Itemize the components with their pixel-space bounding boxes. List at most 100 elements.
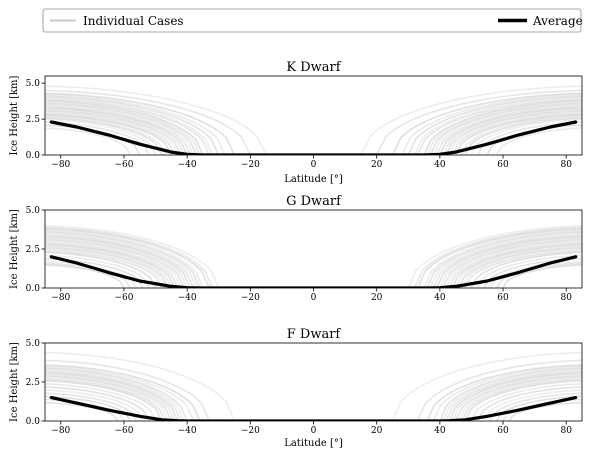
individual-case-line bbox=[470, 251, 582, 288]
individual-case-line bbox=[426, 364, 582, 421]
individual-case-line bbox=[45, 392, 138, 421]
individual-case-line bbox=[416, 98, 582, 155]
x-tick-label: −60 bbox=[114, 293, 133, 303]
x-tick-label: −20 bbox=[241, 160, 260, 170]
x-tick-label: −40 bbox=[178, 160, 197, 170]
individual-case-line bbox=[45, 117, 163, 155]
g-dwarf-title: G Dwarf bbox=[286, 194, 342, 209]
individual-case-line bbox=[454, 245, 582, 288]
x-tick-label: 60 bbox=[497, 293, 509, 303]
average-line bbox=[49, 255, 578, 288]
individual-case-line bbox=[45, 367, 188, 421]
individual-case-line bbox=[45, 121, 150, 155]
individual-case-line bbox=[470, 118, 582, 155]
individual-case-line bbox=[413, 226, 582, 288]
individual-case-line bbox=[360, 85, 582, 155]
individual-case-line bbox=[45, 127, 132, 155]
individual-case-line bbox=[432, 365, 582, 421]
individual-case-line bbox=[432, 104, 582, 155]
individual-case-line bbox=[407, 95, 582, 155]
individual-case-line bbox=[45, 375, 173, 421]
individual-case-line bbox=[45, 231, 201, 288]
individual-case-line bbox=[458, 246, 582, 288]
individual-case-line bbox=[429, 232, 582, 288]
individual-case-line bbox=[45, 95, 220, 155]
individual-case-line bbox=[45, 245, 173, 288]
x-tick-label: 80 bbox=[560, 160, 572, 170]
individual-case-line bbox=[489, 392, 582, 421]
x-tick-label: −60 bbox=[114, 160, 133, 170]
x-tick-label: −40 bbox=[178, 426, 197, 436]
x-tick-label: 0 bbox=[311, 293, 317, 303]
individual-case-line bbox=[477, 254, 582, 288]
individual-case-line bbox=[45, 109, 182, 155]
individual-case-line bbox=[45, 99, 204, 155]
individual-case-line bbox=[426, 101, 582, 155]
individual-case-line bbox=[45, 226, 214, 288]
x-tick-label: 80 bbox=[560, 426, 572, 436]
individual-case-line bbox=[45, 386, 150, 421]
individual-case-line bbox=[454, 114, 582, 155]
individual-case-line bbox=[45, 239, 185, 288]
individual-case-line bbox=[45, 105, 192, 155]
individual-case-line bbox=[423, 99, 582, 155]
k-dwarf-x-axis-label: Latitude [°] bbox=[284, 174, 343, 185]
individual-case-line bbox=[45, 250, 163, 288]
individual-case-line bbox=[45, 234, 195, 288]
individual-case-line bbox=[45, 89, 252, 155]
individual-case-line bbox=[375, 89, 582, 155]
individual-case-line bbox=[401, 94, 582, 155]
individual-case-line bbox=[45, 242, 179, 288]
f-dwarf-title: F Dwarf bbox=[287, 327, 342, 342]
individual-case-line bbox=[445, 109, 582, 155]
individual-case-line bbox=[451, 112, 582, 155]
x-tick-label: 0 bbox=[311, 426, 317, 436]
x-tick-label: −80 bbox=[51, 426, 70, 436]
individual-case-line bbox=[391, 92, 582, 155]
individual-case-line bbox=[45, 248, 166, 288]
individual-case-line bbox=[448, 372, 582, 421]
individual-case-line bbox=[45, 395, 131, 421]
x-tick-label: −80 bbox=[51, 293, 70, 303]
individual-case-line bbox=[45, 351, 236, 421]
y-tick-label: 0.0 bbox=[26, 151, 41, 161]
legend-average-label: Average bbox=[532, 14, 583, 28]
individual-case-line bbox=[45, 359, 211, 421]
individual-case-line bbox=[413, 96, 582, 155]
individual-case-line bbox=[45, 254, 150, 288]
individual-case-line bbox=[426, 231, 582, 288]
individual-case-line bbox=[45, 228, 211, 288]
individual-case-line bbox=[416, 228, 582, 288]
individual-case-line bbox=[435, 105, 582, 155]
g-dwarf-individual-cases bbox=[45, 224, 582, 288]
x-tick-label: 60 bbox=[497, 160, 509, 170]
individual-case-line bbox=[508, 401, 582, 421]
individual-case-line bbox=[45, 92, 236, 155]
individual-case-line bbox=[464, 117, 582, 155]
individual-case-line bbox=[464, 250, 582, 288]
individual-case-line bbox=[45, 257, 144, 288]
individual-case-line bbox=[45, 264, 125, 288]
y-tick-label: 2.5 bbox=[26, 378, 41, 388]
individual-case-line bbox=[442, 239, 582, 288]
individual-case-line bbox=[429, 102, 582, 155]
individual-case-line bbox=[445, 240, 582, 288]
individual-case-line bbox=[391, 351, 582, 421]
individual-case-line bbox=[45, 107, 188, 155]
x-tick-label: 40 bbox=[434, 293, 446, 303]
k-dwarf-panel: −80 −60 −40 −20 0 20 40 60 80 0.0 2.5 5.0 K Dwarf Ice… bbox=[9, 60, 583, 185]
individual-case-line bbox=[461, 378, 582, 421]
individual-case-line bbox=[461, 248, 582, 288]
individual-case-line bbox=[45, 112, 176, 155]
individual-case-line bbox=[477, 386, 582, 421]
f-dwarf-panel: −80 −60 −40 −20 0 20 40 60 80 0.0 2.5 5.0 F Dwarf Ice… bbox=[9, 327, 583, 449]
individual-case-line bbox=[45, 114, 173, 155]
individual-case-line bbox=[483, 389, 582, 421]
individual-case-line bbox=[45, 376, 169, 421]
individual-case-line bbox=[45, 365, 195, 421]
individual-case-line bbox=[45, 368, 185, 421]
individual-case-line bbox=[477, 121, 582, 155]
individual-case-line bbox=[45, 373, 176, 421]
individual-case-line bbox=[45, 111, 179, 155]
